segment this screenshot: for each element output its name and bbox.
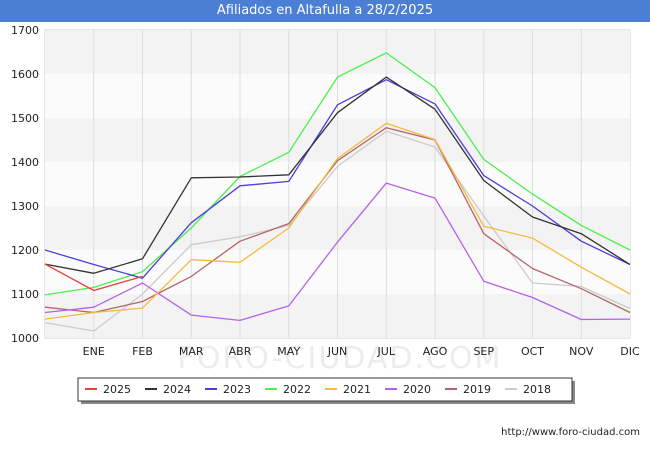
series-lines [44,52,631,332]
y-tick-label: 1300 [11,200,39,213]
x-tick-label: JUL [377,345,396,358]
x-tick-label: MAY [277,345,300,358]
y-tick-label: 1200 [11,244,39,257]
legend-label-2021: 2021 [343,383,371,396]
series-line-2021 [44,122,631,320]
x-tick-label: NOV [569,345,594,358]
legend-label-2022: 2022 [283,383,311,396]
x-tick-label: AGO [423,345,448,358]
x-axis-ticks: ENE FEB MAR ABR MAY JUN JUL AGO SEP OCT NOV DIC [83,345,640,358]
legend-label-2025: 2025 [103,383,131,396]
series-line-2025 [44,263,143,292]
series-line-2018 [44,130,631,332]
x-tick-label: JUN [327,345,348,358]
y-axis-ticks: 1000 1100 1200 1300 1400 1500 1600 1700 [11,24,39,345]
footer-url: http://www.foro-ciudad.com [501,427,640,438]
series-line-2024 [44,76,631,274]
series-line-2022 [44,52,631,296]
legend-label-2020: 2020 [403,383,431,396]
legend-label-2024: 2024 [163,383,191,396]
vertical-grid [93,30,582,338]
y-tick-label: 1500 [11,112,39,125]
x-tick-label: ENE [83,345,105,358]
legend-label-2018: 2018 [523,383,551,396]
y-tick-label: 1700 [11,24,39,37]
series-line-2019 [44,127,631,314]
legend: 2025 2024 2023 2022 2021 2020 2019 2018 [77,377,575,404]
series-line-2020 [44,182,631,322]
x-tick-label: DIC [620,345,640,358]
x-tick-label: MAR [179,345,204,358]
y-tick-label: 1000 [11,332,39,345]
x-tick-label: FEB [132,345,153,358]
watermark: FORO-CIUDAD.COM [178,341,503,376]
legend-label-2023: 2023 [223,383,251,396]
legend-label-2019: 2019 [463,383,491,396]
y-tick-label: 1600 [11,68,39,81]
y-tick-label: 1100 [11,288,39,301]
legend-items: 2025 2024 2023 2022 2021 2020 2019 2018 [85,383,551,396]
y-tick-label: 1400 [11,156,39,169]
x-tick-label: ABR [229,345,252,358]
chart-title: Afiliados en Altafulla a 28/2/2025 [0,0,650,22]
series-line-2023 [44,79,631,279]
x-tick-label: OCT [521,345,544,358]
x-tick-label: SEP [473,345,494,358]
